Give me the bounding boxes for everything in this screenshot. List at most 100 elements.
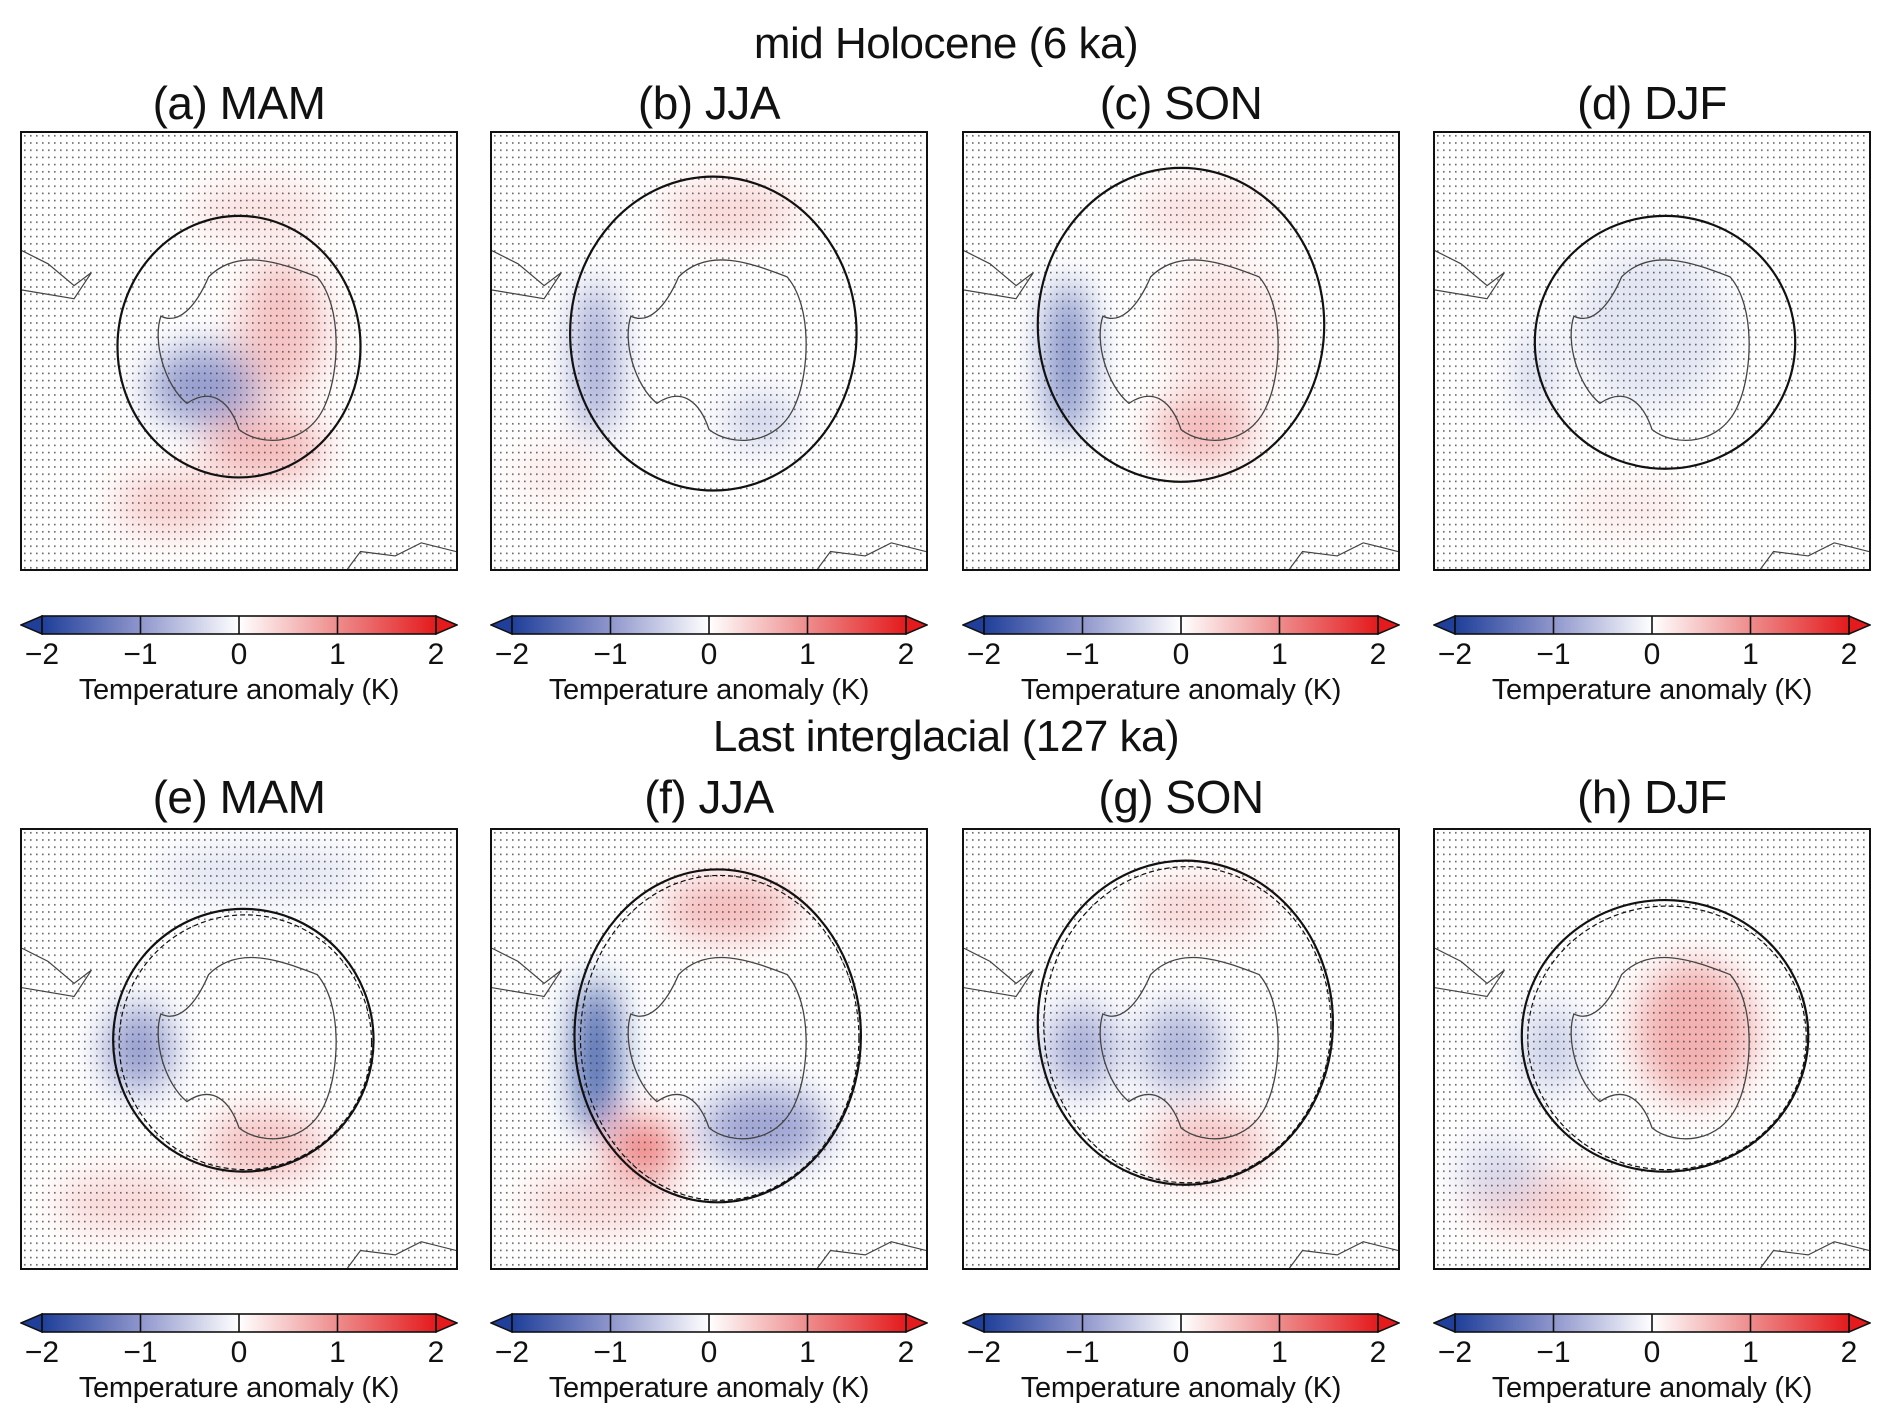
antarctica-coastline [1570,259,1750,441]
south-america-coastline [22,947,92,998]
map-svg [1435,830,1869,1268]
map-svg [964,830,1398,1268]
sea-ice-edge-control [1043,866,1332,1184]
antarctica-coastline [627,956,807,1140]
colorbar-tick-labels: −2 −1 0 1 2 [490,1338,928,1372]
colorbar-tick-label: 1 [1742,1336,1759,1369]
colorbar-tick-label: −2 [1437,1336,1473,1369]
sea-ice-edge [1533,214,1797,470]
colorbar-tick-label: 0 [230,638,248,671]
colorbar-label: Temperature anomaly (K) [548,1372,870,1404]
colorbar-extend-max [435,1312,458,1334]
colorbar-tick-labels: −2 −1 0 1 2 [962,640,1400,674]
colorbar-tick-label: 2 [897,638,915,671]
colorbar-tick-labels: −2 −1 0 1 2 [962,1338,1400,1372]
colorbar-svg [962,614,1400,636]
colorbar-extend-max [1848,1312,1871,1334]
colorbar-svg [490,614,928,636]
colorbar-tick-label: −2 [24,1336,60,1369]
colorbar-svg [20,614,458,636]
colorbar-extend-min [1433,1312,1456,1334]
colorbar-extend-min [962,1312,985,1334]
map-svg [492,133,926,569]
antarctica-coastline [627,259,807,441]
colorbar-extend-min [490,1312,513,1334]
panel-title-c: (c) SON [1099,77,1263,129]
australia-coastline [817,1241,926,1268]
map-svg [1435,133,1869,569]
south-america-coastline [964,250,1034,300]
colorbar-tick-label: 2 [1840,638,1858,671]
colorbar-tick-label: −1 [1536,1336,1571,1369]
colorbar-tick-label: 1 [799,1336,816,1369]
colorbar-extend-min [20,614,43,636]
group-title-mid-holocene: mid Holocene (6 ka) [753,19,1139,68]
colorbar-tick-label: 0 [230,1336,248,1369]
colorbar-h: −2 −1 0 1 2 Temperature anomaly (K) [1433,1308,1871,1408]
south-america-coastline [1435,947,1505,998]
colorbar-label: Temperature anomaly (K) [1020,1372,1342,1404]
south-america-coastline [492,250,562,300]
colorbar-extend-min [490,614,513,636]
colorbar-tick-label: 1 [1271,638,1288,671]
map-svg [22,830,456,1268]
colorbar-extend-min [962,614,985,636]
colorbar-tick-label: 1 [329,638,346,671]
colorbar-tick-labels: −2 −1 0 1 2 [490,640,928,674]
colorbar-tick-label: −2 [966,638,1002,671]
map-panel-a [20,131,458,571]
colorbar-extend-min [1433,614,1456,636]
colorbar-tick-label: 1 [329,1336,346,1369]
colorbar-svg [1433,614,1871,636]
sea-ice-edge [1036,859,1334,1186]
significance-stippling [964,830,1398,1268]
colorbar-tick-label: 1 [1271,1336,1288,1369]
colorbar-tick-label: −1 [123,1336,158,1369]
sea-ice-edge-control [118,914,373,1171]
colorbar-tick-label: 0 [700,1336,718,1369]
map-panel-b [490,131,928,571]
colorbar-tick-labels: −2 −1 0 1 2 [20,640,458,674]
colorbar-tick-label: 1 [799,638,816,671]
map-svg [22,133,456,569]
panel-title-h: (h) DJF [1577,771,1727,823]
colorbar-tick-label: 0 [1172,1336,1190,1369]
colorbar-tick-label: −1 [1536,638,1571,671]
colorbar-e: −2 −1 0 1 2 Temperature anomaly (K) [20,1308,458,1408]
australia-coastline [1760,542,1869,569]
colorbar-f: −2 −1 0 1 2 Temperature anomaly (K) [490,1308,928,1408]
colorbar-tick-label: 2 [897,1336,915,1369]
colorbar-tick-label: 0 [700,638,718,671]
colorbar-tick-label: 2 [427,638,445,671]
colorbar-tick-labels: −2 −1 0 1 2 [1433,1338,1871,1372]
colorbar-extend-max [435,614,458,636]
panel-title-d: (d) DJF [1577,77,1727,129]
colorbar-tick-label: −2 [966,1336,1002,1369]
sea-ice-edge [1520,898,1810,1173]
colorbar-tick-label: −1 [593,1336,628,1369]
panel-title-a: (a) MAM [152,77,326,129]
south-america-coastline [964,947,1034,998]
colorbar-tick-labels: −2 −1 0 1 2 [20,1338,458,1372]
colorbar-tick-label: 2 [427,1336,445,1369]
colorbar-svg [20,1312,458,1334]
australia-coastline [1289,542,1398,569]
colorbar-svg [490,1312,928,1334]
significance-stippling [1435,133,1869,569]
sea-ice-edge [569,175,858,492]
colorbar-tick-label: −1 [123,638,158,671]
colorbar-label: Temperature anomaly (K) [78,674,400,706]
antarctica-coastline [1099,259,1279,441]
colorbar-d: −2 −1 0 1 2 Temperature anomaly (K) [1433,610,1871,710]
colorbar-extend-max [905,614,928,636]
map-panel-d [1433,131,1871,571]
colorbar-tick-label: −2 [24,638,60,671]
colorbar-tick-label: −2 [1437,638,1473,671]
colorbar-extend-max [1377,614,1400,636]
sea-ice-edge [1036,166,1326,483]
sea-ice-edge-control [579,874,860,1201]
colorbar-tick-label: −1 [1065,1336,1100,1369]
colorbar-tick-label: −2 [494,1336,530,1369]
australia-coastline [1760,1241,1869,1268]
significance-stippling [964,133,1398,569]
